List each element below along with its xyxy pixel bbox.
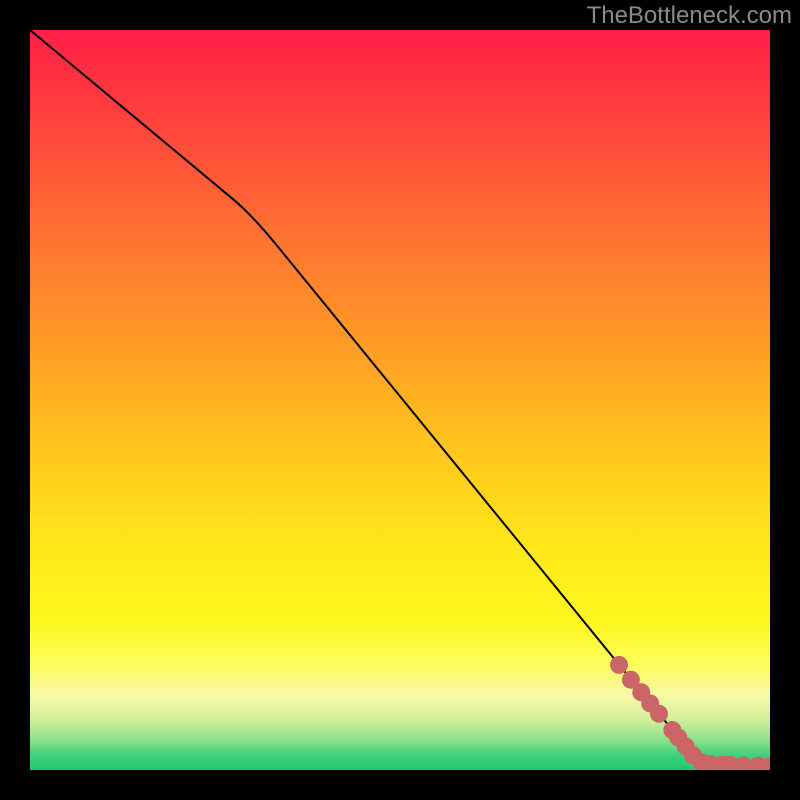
chart-container: { "watermark": { "text": "TheBottleneck.…: [0, 0, 800, 800]
watermark-label: TheBottleneck.com: [587, 2, 792, 30]
gradient-background: [30, 30, 770, 770]
plot-area: [30, 30, 770, 770]
data-marker: [610, 656, 628, 674]
data-marker: [650, 705, 668, 723]
watermark-text: TheBottleneck.com: [587, 2, 792, 29]
